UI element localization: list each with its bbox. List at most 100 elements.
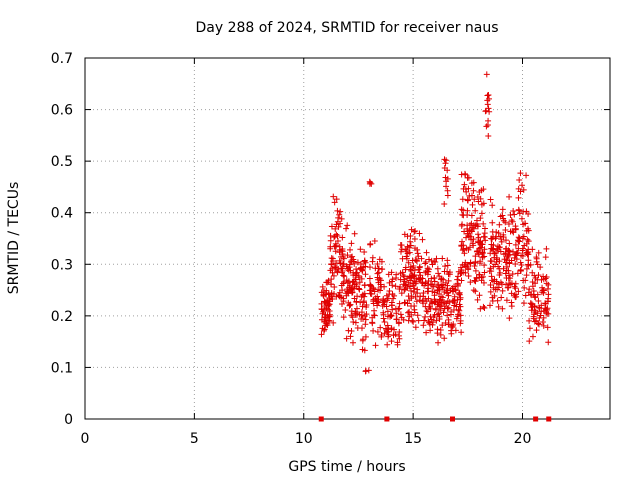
data-point [394,339,401,346]
data-point [515,185,522,192]
data-point [432,298,439,305]
data-point [432,258,439,265]
data-point [345,267,352,274]
data-point [469,201,476,208]
data-point [536,321,543,328]
data-point [400,316,407,323]
data-point [422,303,429,310]
data-point [437,296,444,303]
data-point [479,254,486,261]
data-point [333,260,340,267]
data-point [331,284,338,291]
data-point [508,299,515,306]
data-point [435,284,442,291]
data-point [396,335,403,342]
data-point [472,253,479,260]
data-point [411,228,418,235]
data-point [328,255,335,262]
data-point [362,316,369,323]
data-point [486,95,493,102]
data-point [472,267,479,274]
data-point [422,313,429,320]
data-point [435,310,442,317]
data-point [472,278,479,285]
data-point [505,252,512,259]
data-point [352,319,359,326]
data-point [447,311,454,318]
data-point [385,326,392,333]
data-point [318,306,325,313]
data-point [436,273,443,280]
data-point [490,278,497,285]
data-point [414,290,421,297]
data-point [487,257,494,264]
data-point [412,324,419,331]
data-point [410,262,417,269]
data-point [416,230,423,237]
data-point [504,284,511,291]
data-point [400,281,407,288]
data-point [435,301,442,308]
data-point [459,221,466,228]
data-point [431,296,438,303]
data-point [537,312,544,319]
zero-marker [384,416,390,422]
data-point [410,318,417,325]
data-point [477,215,484,222]
data-point [344,222,351,229]
data-point [345,327,352,334]
data-point [500,231,507,238]
data-point [431,274,438,281]
data-point [339,234,346,241]
data-point [361,248,368,255]
plot-frame [84,57,611,420]
data-point [444,192,451,199]
data-point [441,201,448,208]
grid-lines [85,58,610,419]
data-point [517,268,524,275]
data-point [412,293,419,300]
data-point [490,242,497,249]
data-point [328,261,335,268]
data-point [463,234,470,241]
data-point [320,292,327,299]
data-point [445,316,452,323]
data-point [486,108,493,115]
data-point [526,286,533,293]
data-point [346,302,353,309]
data-point [348,308,355,315]
data-point [480,220,487,227]
data-point [411,235,418,242]
data-point [488,235,495,242]
data-point [529,301,536,308]
data-point [434,311,441,318]
data-point [456,290,463,297]
data-point [337,208,344,215]
data-point [510,207,517,214]
data-point [443,178,450,185]
data-point [523,272,530,279]
data-point [424,282,431,289]
data-point [336,257,343,264]
data-point [354,293,361,300]
data-point [457,312,464,319]
data-point [366,275,373,282]
data-point [502,219,509,226]
data-point [477,241,484,248]
data-point [523,227,530,234]
data-point [319,283,326,290]
data-point [398,246,405,253]
data-point [384,308,391,315]
data-point [340,260,347,267]
data-point [476,292,483,299]
data-point [487,196,494,203]
data-point [385,333,392,340]
data-point [356,286,363,293]
data-point [489,219,496,226]
data-point [472,258,479,265]
data-point [381,319,388,326]
data-point [362,368,369,375]
data-point [359,337,366,344]
data-point [398,290,405,297]
data-point [496,258,503,265]
